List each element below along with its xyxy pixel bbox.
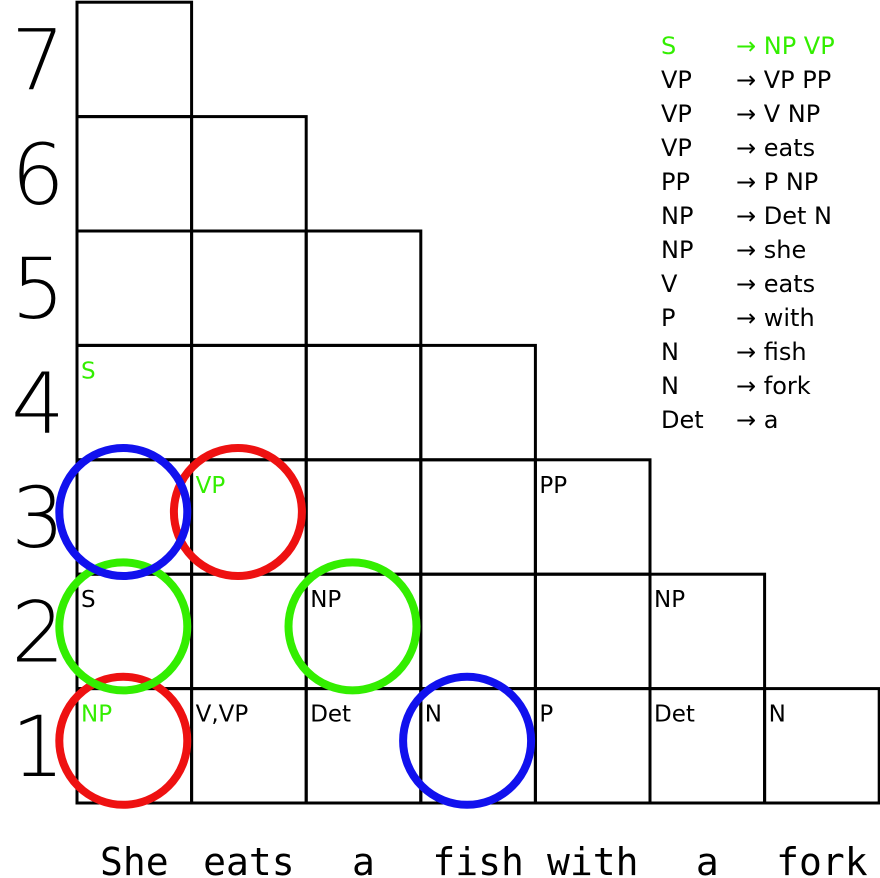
rule-lhs: S <box>661 32 676 60</box>
rule-lhs: NP <box>661 236 693 264</box>
highlight-circle <box>399 672 536 809</box>
sentence-word: a <box>352 840 375 878</box>
rule-rhs: → she <box>736 236 806 264</box>
cell-label: S <box>81 587 96 613</box>
cell-label: NP <box>654 587 685 613</box>
cell-label: N <box>769 702 786 728</box>
chart-cell-r5-c3 <box>304 229 423 347</box>
chart-cell-r6-c2 <box>190 115 308 233</box>
rule-rhs: → V NP <box>736 100 820 128</box>
chart-cell-r2-c6 <box>648 572 767 691</box>
highlight-circle <box>284 558 421 695</box>
chart-cell-r3-c5 <box>533 458 652 576</box>
row-label: 6 <box>11 126 64 224</box>
rule-lhs: Det <box>661 406 704 434</box>
chart-cell-r5-c2 <box>190 229 308 347</box>
rule-lhs: NP <box>661 202 693 230</box>
rule-lhs: N <box>661 338 679 366</box>
row-label: 7 <box>11 11 64 109</box>
cell-label: PP <box>539 473 567 499</box>
highlight-circle <box>55 558 192 695</box>
rule-rhs: → VP PP <box>736 66 831 94</box>
sentence-word: She <box>100 840 169 878</box>
cell-label: N <box>425 702 442 728</box>
chart-cell-r6-c1 <box>75 115 194 233</box>
highlight-circles <box>55 444 536 809</box>
chart-cell-r2-c5 <box>533 572 652 691</box>
grammar-rules: S → NP VP VP → VP PP VP → V NP VP → eats PP → P N… <box>661 32 835 434</box>
rule-lhs: VP <box>661 134 692 162</box>
rule-lhs: N <box>661 372 679 400</box>
rule-rhs: → NP VP <box>736 32 835 60</box>
sentence-word: eats <box>203 840 295 878</box>
cell-label: Det <box>654 702 695 728</box>
sentence-word: with <box>547 840 639 878</box>
row-label: 4 <box>11 355 64 453</box>
cell-label: VP <box>196 473 226 499</box>
chart-cell-r3-c4 <box>419 458 537 576</box>
cell-label: NP <box>81 702 112 728</box>
rule-lhs: V <box>661 270 678 298</box>
chart-cell-r2-c4 <box>419 572 537 691</box>
rule-rhs: → eats <box>736 270 815 298</box>
cell-label: S <box>81 358 96 384</box>
rule-rhs: → Det N <box>736 202 832 230</box>
cell-label: Det <box>310 702 351 728</box>
rule-rhs: → P NP <box>736 168 818 196</box>
chart-cell-r7-c1 <box>75 0 194 119</box>
rule-lhs: VP <box>661 66 692 94</box>
sentence-word: fish <box>432 840 524 878</box>
chart-cell-r4-c3 <box>304 343 423 462</box>
highlight-circle <box>55 444 192 580</box>
chart-cell-r3-c3 <box>304 458 423 576</box>
chart-cell-r1-c7 <box>763 687 880 805</box>
chart-cell-r5-c1 <box>75 229 194 347</box>
rule-rhs: → with <box>736 304 815 332</box>
cell-label: V,VP <box>196 702 249 728</box>
chart-cell-r4-c4 <box>419 343 537 462</box>
rule-rhs: → fish <box>736 338 807 366</box>
rule-lhs: PP <box>661 168 690 196</box>
sentence-word: a <box>696 840 719 878</box>
sentence-words: She eats a fish with a fork <box>100 840 868 878</box>
rule-rhs: → a <box>736 406 778 434</box>
cell-label: NP <box>310 587 341 613</box>
row-label: 5 <box>11 240 64 338</box>
rule-rhs: → eats <box>736 134 815 162</box>
rule-lhs: VP <box>661 100 692 128</box>
rule-lhs: P <box>661 304 675 332</box>
sentence-word: fork <box>776 840 868 878</box>
cell-label: P <box>539 702 553 728</box>
highlight-circle <box>55 672 192 809</box>
rule-rhs: → fork <box>736 372 811 400</box>
chart-cell-r4-c2 <box>190 343 308 462</box>
highlight-circle <box>169 444 306 580</box>
